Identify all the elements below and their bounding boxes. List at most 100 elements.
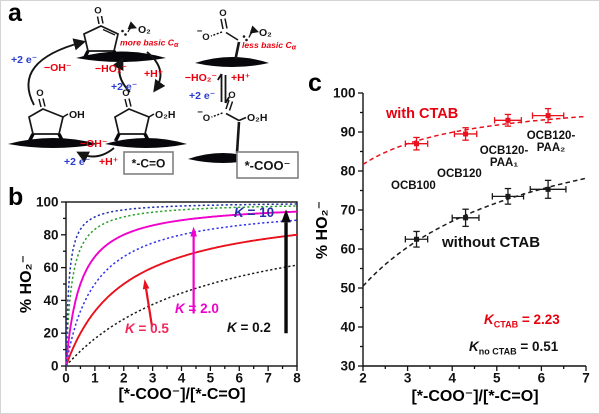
svg-text:*-COO⁻: *-COO⁻: [245, 158, 291, 173]
sample-label-ocb120: OCB120: [437, 168, 482, 180]
svg-text:*-C=O: *-C=O: [132, 157, 166, 171]
svg-text:8: 8: [293, 371, 301, 386]
lone-pair-dot: [124, 33, 127, 36]
svg-text:50: 50: [340, 281, 355, 296]
panel-a-scheme: O O₂ more basic Cα O O − O₂ less basic C…: [8, 6, 299, 179]
step-minus-oh: −OH⁻: [80, 138, 107, 150]
lone-pair-dot: [245, 38, 248, 42]
panel-b-label: b: [8, 183, 24, 211]
data-point: [414, 236, 420, 242]
less-basic-label: less basic Cα: [242, 40, 297, 52]
svg-text:2: 2: [359, 371, 367, 386]
annotation-k-0-2: K = 0.2: [227, 320, 271, 335]
svg-text:6: 6: [235, 371, 243, 386]
svg-text:5: 5: [493, 371, 501, 386]
c-y-axis-title: % HO₂⁻: [314, 200, 331, 260]
data-point: [505, 193, 511, 199]
chart-c-canvas: 2 3 4 5 6 7 30 40 50 60 70 80 90 100: [333, 86, 590, 386]
step-plus-2e: +2 e⁻: [11, 54, 37, 66]
svg-c-series-with-CTAB: [404, 107, 565, 151]
annotation-k-2-0: K = 2.0: [175, 301, 219, 316]
minus-charge: −: [197, 107, 203, 118]
svg-text:2: 2: [120, 371, 128, 386]
carboxyl-o-label: O: [228, 90, 235, 101]
step-plus-h: +H⁺: [231, 72, 250, 84]
oh-label: OH: [69, 109, 85, 121]
step-plus-2e: +2 e⁻: [189, 90, 215, 102]
arrow-bottom-step: [76, 147, 115, 163]
svg-b-ticks: [61, 201, 298, 371]
step-minus-oh: −OH⁻: [44, 62, 71, 74]
carboxyl-o-minus-label: O: [202, 32, 209, 43]
lone-pair-dot: [242, 35, 246, 38]
arrow-reduction-left: [27, 38, 86, 106]
svg-text:0: 0: [51, 359, 59, 374]
svg-c-ticks: [358, 92, 587, 371]
svg-text:7: 7: [264, 371, 272, 386]
svg-c-curves: [362, 115, 587, 287]
carboxylate-box: *-COO⁻: [236, 151, 299, 179]
step-plus-h: +H⁺: [144, 68, 163, 80]
data-point: [414, 141, 420, 147]
svg-text:20: 20: [43, 326, 58, 341]
more-basic-label: more basic Cα: [120, 38, 179, 50]
reaction-arrows: [27, 38, 166, 163]
carboxyl-o-minus-label: O: [203, 113, 210, 124]
b-y-axis-title: % HO₂⁻: [18, 254, 35, 314]
svg-text:6: 6: [538, 371, 546, 386]
svg-text:3: 3: [404, 371, 412, 386]
minus-charge: −: [197, 26, 203, 37]
surface-dome: [105, 138, 187, 148]
o2-attack-arrow: [248, 25, 260, 38]
svg-text:40: 40: [43, 293, 58, 308]
surface-dome: [195, 57, 269, 67]
svg-text:60: 60: [340, 242, 355, 257]
carbonyl-o-label: O: [36, 88, 43, 99]
svg-text:4: 4: [178, 371, 186, 386]
sample-label-ocb120-paa2: OCB120- PAA₂: [526, 130, 576, 155]
svg-text:1: 1: [91, 371, 99, 386]
step-plus-h: +H⁺: [99, 156, 118, 168]
svg-text:70: 70: [340, 203, 355, 218]
lone-pair-dot: [121, 29, 124, 33]
svg-text:5: 5: [207, 371, 215, 386]
data-point: [545, 113, 551, 119]
step-labels: +2 e⁻ −OH⁻ −HO₂⁻ +H⁺ +2 e⁻ −OH⁻ +2 e⁻ +H…: [11, 54, 250, 168]
o2-attack-arrow: [127, 21, 137, 33]
carbonyl-o-label: O: [94, 6, 101, 17]
ketone-box: *-C=O: [123, 151, 174, 175]
svg-text:4: 4: [448, 371, 456, 386]
c-series-label-without-ctab: without CTAB: [442, 234, 541, 251]
c-series-label-with-ctab: with CTAB: [386, 106, 459, 122]
data-point: [545, 186, 551, 192]
svg-text:30: 30: [340, 359, 355, 374]
data-point: [463, 215, 469, 221]
step-minus-ho2: −HO₂⁻: [95, 63, 127, 75]
ketone-surface-species: O O₂ more basic Cα: [76, 6, 179, 62]
svg-text:0: 0: [62, 371, 70, 386]
svg-text:100: 100: [36, 195, 59, 210]
surface-dome: [76, 51, 166, 62]
svg-text:80: 80: [43, 227, 58, 242]
data-point: [463, 131, 469, 137]
svg-text:100: 100: [333, 86, 356, 101]
b-x-axis-title: [*-COO⁻]/[*-C=O]: [118, 386, 246, 403]
step-minus-ho2: −HO₂⁻: [185, 72, 217, 84]
hydroxy-ketone-species: O OH: [8, 88, 98, 148]
panel-c-label: c: [308, 69, 322, 97]
step-plus-2e: +2 e⁻: [111, 81, 137, 93]
carboxyl-o-label: O: [219, 8, 226, 19]
carbonyl-o-label: O: [122, 88, 129, 99]
svg-c-tick-labels: 2 3 4 5 6 7 30 40 50 60 70 80 90 100: [333, 86, 590, 386]
annotation-k-10: K = 10: [234, 205, 275, 220]
o2-label: O₂: [259, 27, 272, 39]
svg-text:60: 60: [43, 260, 58, 275]
c-x-axis-title: [*-COO⁻]/[*-C=O]: [411, 388, 539, 405]
arrow-peroxide-release-up: [112, 57, 131, 93]
k-value-no-ctab: Kno CTAB = 0.51: [469, 339, 559, 357]
annotation-k-0-5: K = 0.5: [125, 321, 169, 336]
svg-text:40: 40: [340, 320, 355, 335]
